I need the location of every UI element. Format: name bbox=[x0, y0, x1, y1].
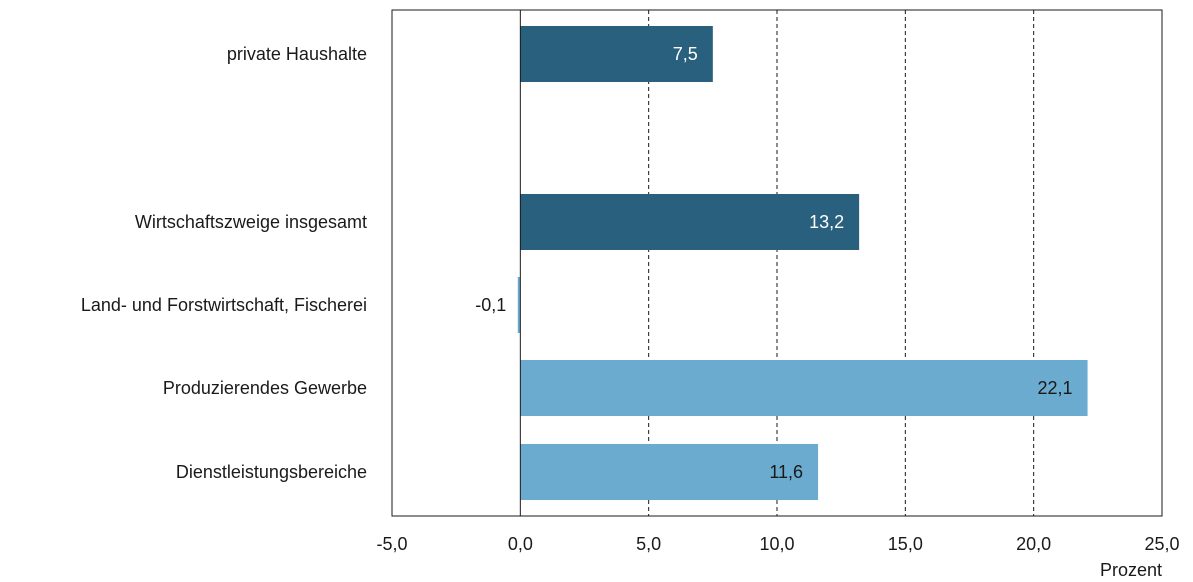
tick-label: 0,0 bbox=[508, 534, 533, 554]
tick-label: 25,0 bbox=[1144, 534, 1179, 554]
data-label: 7,5 bbox=[673, 44, 698, 64]
tick-label: 20,0 bbox=[1016, 534, 1051, 554]
tick-label: 15,0 bbox=[888, 534, 923, 554]
bar bbox=[520, 444, 819, 500]
category-label: Produzierendes Gewerbe bbox=[163, 378, 367, 398]
category-label: Dienstleistungsbereiche bbox=[176, 462, 367, 482]
bar bbox=[520, 26, 713, 82]
plot-frame bbox=[391, 9, 1163, 517]
category-label: Land- und Forstwirtschaft, Fischerei bbox=[81, 295, 367, 315]
x-axis-title: Prozent bbox=[1100, 560, 1162, 580]
grid-lines bbox=[648, 10, 1035, 516]
bar bbox=[517, 277, 521, 333]
tick-label: 10,0 bbox=[759, 534, 794, 554]
tick-label: 5,0 bbox=[636, 534, 661, 554]
tick-label: -5,0 bbox=[376, 534, 407, 554]
bars bbox=[517, 26, 1088, 500]
data-label: 22,1 bbox=[1038, 378, 1073, 398]
labels: private Haushalte 7,5 Wirtschaftszweige in… bbox=[81, 44, 1180, 554]
category-label: Wirtschaftszweige insgesamt bbox=[135, 212, 367, 232]
data-label: 11,6 bbox=[769, 462, 803, 482]
data-label: -0,1 bbox=[475, 295, 506, 315]
bar bbox=[520, 360, 1088, 416]
category-label: private Haushalte bbox=[227, 44, 367, 64]
data-label: 13,2 bbox=[809, 212, 844, 232]
bar bbox=[520, 194, 860, 250]
